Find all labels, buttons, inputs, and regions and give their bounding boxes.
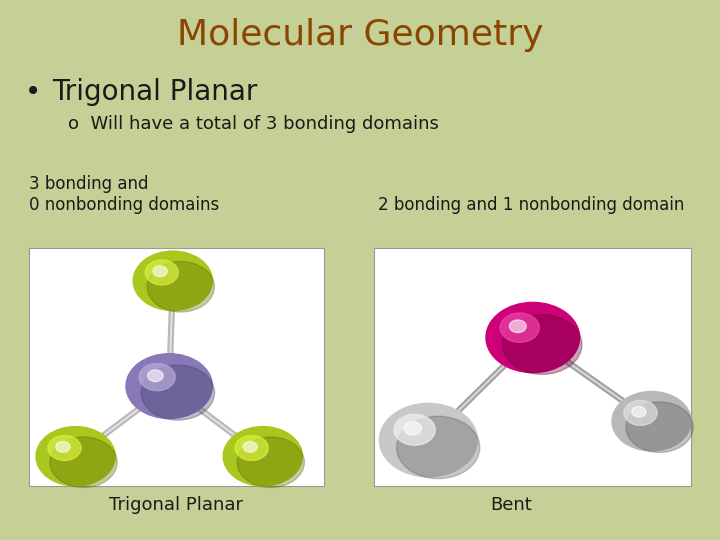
Circle shape	[237, 437, 305, 488]
Circle shape	[56, 442, 70, 452]
Circle shape	[510, 320, 526, 333]
Circle shape	[500, 313, 539, 342]
Circle shape	[486, 302, 580, 373]
Circle shape	[126, 354, 212, 418]
Circle shape	[503, 315, 582, 374]
Text: Molecular Geometry: Molecular Geometry	[176, 18, 544, 52]
Circle shape	[397, 416, 480, 478]
Circle shape	[394, 414, 436, 446]
Text: •: •	[25, 78, 42, 106]
Circle shape	[632, 406, 646, 417]
Text: Trigonal Planar: Trigonal Planar	[109, 496, 243, 514]
Text: 2 bonding and 1 nonbonding domain: 2 bonding and 1 nonbonding domain	[378, 196, 685, 214]
Circle shape	[48, 435, 81, 461]
Circle shape	[243, 442, 257, 452]
Circle shape	[223, 427, 302, 486]
Text: 0 nonbonding domains: 0 nonbonding domains	[29, 196, 219, 214]
Circle shape	[235, 435, 269, 461]
Bar	[374, 248, 691, 486]
Circle shape	[50, 437, 117, 488]
Circle shape	[612, 392, 691, 451]
Circle shape	[147, 261, 215, 312]
Circle shape	[153, 266, 167, 276]
Circle shape	[624, 400, 657, 426]
Circle shape	[141, 365, 215, 420]
Circle shape	[145, 260, 179, 285]
Text: o  Will have a total of 3 bonding domains: o Will have a total of 3 bonding domains	[68, 115, 439, 133]
Circle shape	[626, 402, 693, 453]
Circle shape	[379, 403, 477, 477]
Text: Trigonal Planar: Trigonal Planar	[52, 78, 257, 106]
Circle shape	[148, 370, 163, 382]
Text: Bent: Bent	[490, 496, 532, 514]
Circle shape	[139, 363, 175, 390]
Bar	[29, 248, 324, 486]
Circle shape	[133, 251, 212, 310]
Circle shape	[404, 422, 421, 435]
Text: 3 bonding and: 3 bonding and	[29, 174, 148, 193]
Circle shape	[36, 427, 115, 486]
